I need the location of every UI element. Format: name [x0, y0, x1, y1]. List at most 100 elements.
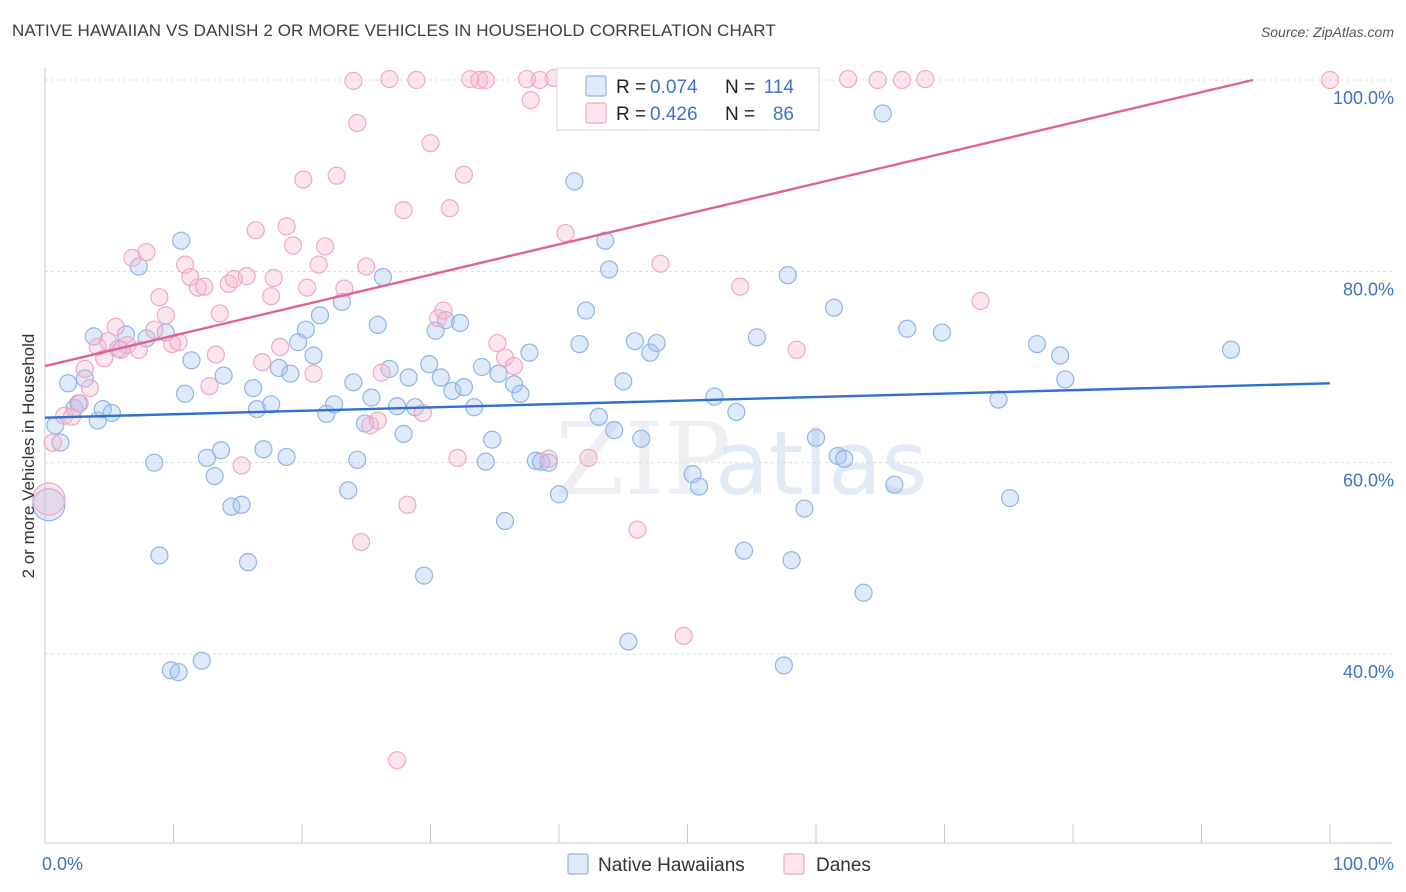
native-hawaiians-point — [232, 495, 251, 514]
native-hawaiians-point — [182, 351, 201, 370]
danes-point — [651, 254, 670, 273]
native-hawaiians-point — [625, 332, 644, 351]
native-hawaiians-point — [605, 421, 624, 440]
native-hawaiians-point — [600, 260, 619, 279]
danes-point — [868, 70, 887, 90]
danes-bottom-label: Danes — [816, 855, 871, 876]
native-hawaiians-point — [373, 267, 393, 287]
danes-point — [380, 69, 399, 89]
native-hawaiians-trend-line — [44, 382, 1331, 419]
y-axis-title: 2 or more Vehicles in Household — [19, 334, 38, 579]
native-hawaiians-legend-swatch — [585, 75, 607, 97]
stats-legend: R = 0.074 N = 114 R = 0.426 N = 86 — [556, 67, 820, 131]
danes-point — [156, 306, 175, 325]
danes-point — [454, 165, 474, 184]
danes-point — [521, 90, 540, 110]
native-hawaiians-point — [443, 381, 462, 401]
native-hawaiians-point — [647, 333, 666, 353]
danes-point — [304, 364, 323, 383]
native-hawaiians-point — [549, 485, 569, 504]
danes-point — [434, 301, 453, 320]
danes-point — [539, 449, 558, 468]
native-hawaiians-point — [59, 374, 78, 393]
danes-point — [407, 70, 426, 90]
danes-point — [530, 70, 549, 90]
danes-point — [88, 337, 107, 357]
danes-point — [476, 70, 495, 90]
native-hawaiians-point — [197, 448, 217, 467]
legend-r-label: R = — [616, 77, 646, 98]
danes-point — [298, 278, 317, 297]
series-legend: Native Hawaiians Danes — [567, 853, 871, 876]
native-hawaiians-point — [885, 475, 904, 494]
danes-bottom-swatch — [783, 853, 805, 875]
native-hawaiians-point — [75, 369, 94, 388]
danes-point — [787, 340, 806, 359]
native-hawaiians-point — [150, 546, 169, 565]
danes-point — [674, 626, 693, 645]
native-hawaiians-point — [782, 551, 801, 570]
danes-point — [839, 69, 858, 89]
native-hawaiians-bottom-swatch — [567, 853, 589, 875]
native-hawaiians-point — [102, 403, 121, 423]
native-hawaiians-point — [1221, 340, 1241, 359]
native-hawaiians-point — [281, 364, 300, 383]
legend-n-label: N = — [725, 77, 755, 98]
native-hawaiians-point — [476, 452, 495, 471]
native-hawaiians-point — [205, 466, 224, 486]
native-hawaiians-point — [247, 399, 267, 419]
danes-point — [372, 363, 391, 382]
native-hawaiians-point — [727, 402, 746, 422]
danes-point — [271, 337, 290, 357]
native-hawaiians-point — [325, 395, 344, 414]
native-hawaiians-point — [835, 449, 854, 468]
danes-point — [200, 377, 219, 396]
tick-labels: 40.0% 60.0% 80.0% 100.0% 0.0% 100.0% 2 or more… — [19, 88, 1394, 874]
axes — [44, 68, 1392, 844]
native-hawaiians-point — [795, 499, 814, 518]
native-hawaiians-point — [387, 397, 407, 416]
native-hawaiians-point — [734, 541, 754, 560]
native-hawaiians-point — [344, 373, 363, 392]
danes-point — [971, 291, 990, 311]
danes-point — [421, 134, 440, 153]
danes-point — [309, 255, 328, 274]
danes-point — [579, 448, 598, 467]
danes-point — [237, 267, 256, 286]
danes-point — [556, 223, 575, 243]
danes-point — [352, 532, 371, 552]
native-hawaiians-point — [339, 481, 358, 500]
danes-point — [448, 448, 467, 467]
native-hawaiians-point — [1056, 370, 1075, 389]
native-hawaiians-point — [898, 319, 917, 338]
native-hawaiians-point — [1051, 346, 1070, 365]
native-hawaiians-point — [277, 447, 296, 467]
danes-point — [504, 356, 524, 376]
danes-point — [357, 257, 376, 276]
danes-point — [387, 751, 407, 770]
y-tick-label: 100.0% — [1333, 88, 1394, 108]
native-hawaiians-point — [539, 453, 558, 472]
legend-n-value: 114 — [764, 77, 795, 98]
native-hawaiians-point — [310, 306, 330, 325]
native-hawaiians-point — [806, 428, 826, 447]
danes-point — [316, 237, 335, 256]
danes-point — [264, 268, 283, 288]
y-tick-label: 60.0% — [1343, 471, 1394, 491]
danes-point — [137, 243, 156, 262]
native-hawaiians-point — [614, 372, 633, 391]
native-hawaiians-point — [1000, 488, 1020, 508]
danes-point — [210, 304, 229, 323]
native-hawaiians-point — [254, 440, 273, 459]
native-hawaiians-point — [414, 566, 434, 585]
danes-point — [1320, 70, 1340, 90]
legend-r-value: 0.426 — [650, 104, 698, 125]
native-hawaiians-point — [873, 104, 892, 123]
danes-point — [262, 287, 281, 306]
native-hawaiians-point — [84, 327, 103, 346]
native-hawaiians-point — [489, 364, 508, 383]
native-hawaiians-point — [348, 450, 367, 469]
native-hawaiians-point — [172, 231, 191, 250]
danes-point — [32, 482, 66, 516]
